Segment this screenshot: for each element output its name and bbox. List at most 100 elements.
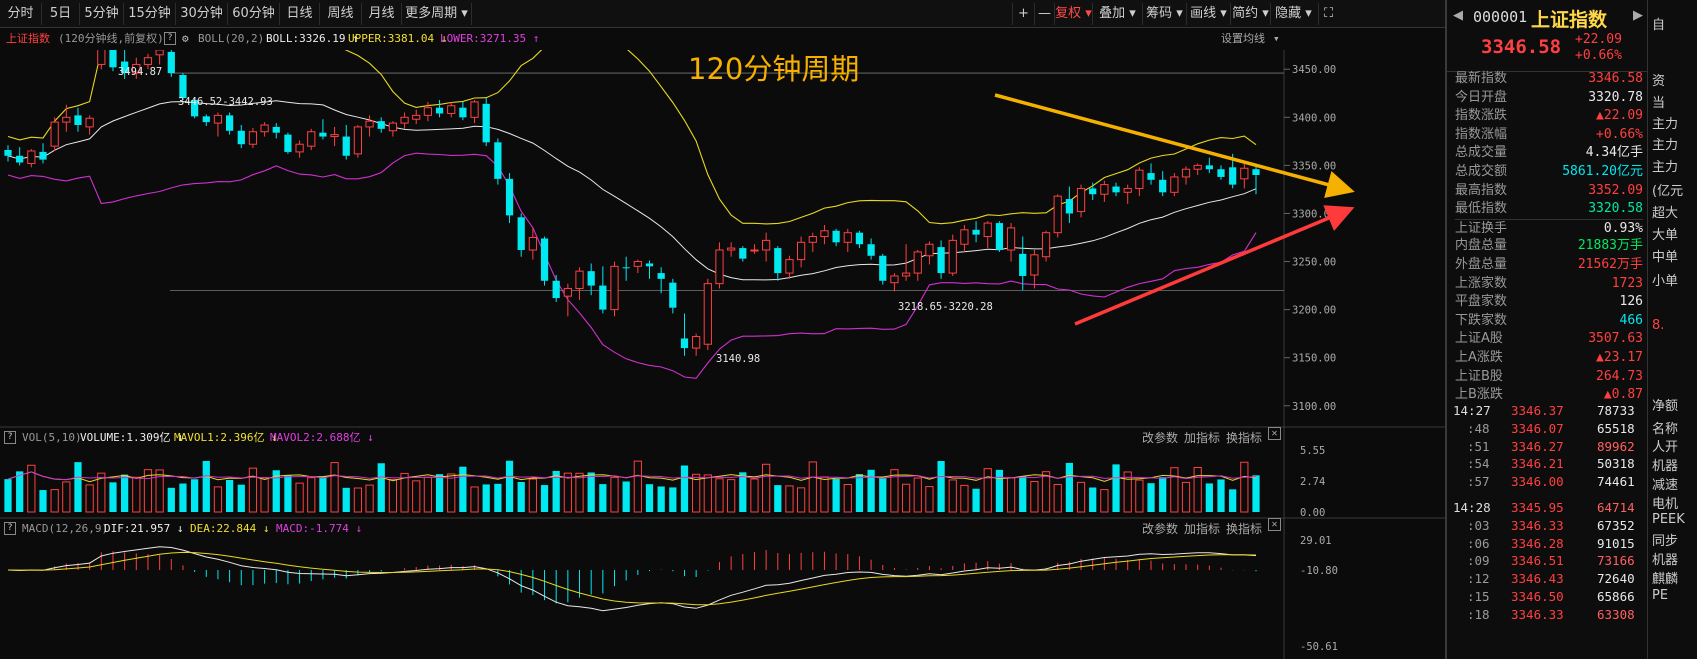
volume-bar (972, 488, 980, 512)
candle-body (109, 50, 117, 68)
help-icon[interactable]: ? (4, 522, 16, 535)
candle-body (459, 107, 467, 118)
gear-icon[interactable]: ⚙ (182, 32, 189, 45)
close-icon[interactable]: ✕ (1268, 427, 1281, 440)
volume-bar (365, 484, 374, 513)
volume-bar (1240, 461, 1249, 513)
volume-bar (1100, 489, 1109, 513)
macd-add-indicator-button[interactable]: 加指标 (1184, 522, 1221, 536)
candle-body (1252, 169, 1260, 175)
chevron-down-icon[interactable]: ▾ (1273, 32, 1280, 45)
candle-body (1100, 184, 1109, 195)
period-tab-0[interactable]: 分时 (0, 3, 42, 25)
volume-bar (400, 472, 409, 513)
tick-volume: 91015 (1597, 535, 1635, 551)
vol-param-button[interactable]: 改参数 (1142, 431, 1179, 445)
period-tab-5[interactable]: 60分钟 (228, 3, 280, 25)
period-tab-9[interactable]: 更多周期 ▾ (402, 3, 472, 25)
candle-body (1076, 187, 1086, 213)
tick-price: 3346.33 (1511, 606, 1564, 622)
toolbar-chips-button[interactable]: 筹码 ▾ (1142, 3, 1186, 25)
volume-bar (1019, 476, 1027, 512)
period-tab-8[interactable]: 月线 (362, 3, 402, 25)
toolbar-draw-button[interactable]: 画线 ▾ (1186, 3, 1230, 25)
candle-body (295, 143, 304, 153)
tick-price: 3346.28 (1511, 535, 1564, 551)
price-axis-label: 3200.00 (1292, 305, 1336, 317)
vol-header: ? VOL(5,10) VOLUME:1.309亿 ↓ MAVOL1:2.396… (0, 427, 1445, 449)
period-tab-3[interactable]: 15分钟 (124, 3, 176, 25)
candle-body (121, 61, 129, 74)
candle-body (260, 124, 269, 133)
candle-body (1041, 232, 1051, 258)
quote-header: ◀ 000001 上证指数 ▶ 3346.58 +22.09 +0.66% (1447, 0, 1647, 72)
help-icon[interactable]: ? (164, 32, 176, 45)
volume-bar (797, 487, 806, 513)
volume-bar (528, 478, 537, 513)
close-icon[interactable]: ✕ (1268, 518, 1281, 531)
volume-bar (143, 469, 153, 513)
toolbar-fuquan-button[interactable]: 复权 ▾ (1054, 3, 1092, 25)
boll-lower-line (7, 152, 1257, 379)
tick-volume: 73166 (1597, 553, 1635, 569)
stat-label: 总成交额 (1455, 164, 1508, 179)
tick-time: :15 (1467, 589, 1490, 604)
toolbar-simple-button[interactable]: 简约 ▾ (1230, 3, 1270, 25)
tick-time: :54 (1467, 456, 1490, 472)
help-icon[interactable]: ? (4, 431, 16, 444)
toolbar-overlay-button[interactable]: 叠加 ▾ (1092, 3, 1142, 25)
volume-bar (890, 469, 899, 513)
volume-bar (4, 479, 12, 512)
prev-arrow-icon[interactable]: ◀ (1453, 8, 1463, 23)
period-tab-2[interactable]: 5分钟 (80, 3, 124, 25)
stat-row: 最高指数 3352.09 (1455, 182, 1643, 200)
side-panel-text: 超大 (1652, 206, 1679, 221)
vol-axis-label: 5.55 (1300, 445, 1325, 457)
side-panel-text: 主力 (1652, 117, 1679, 132)
candle-body (179, 75, 187, 99)
expand-icon[interactable]: ⛶ (1318, 3, 1338, 25)
stat-row: 上证A股 3507.63 (1455, 330, 1643, 348)
volume-bar (330, 462, 339, 513)
tick-time: 14:28 (1453, 500, 1491, 515)
candle-body (762, 239, 771, 251)
period-tab-1[interactable]: 5日 (42, 3, 80, 25)
candle-body (669, 282, 677, 308)
candle-body (155, 50, 164, 56)
tick-time: :48 (1467, 420, 1490, 436)
side-panel-text: 中单 (1652, 250, 1679, 265)
candle-body (913, 251, 922, 274)
vol-add-indicator-button[interactable]: 加指标 (1184, 431, 1221, 445)
candle-body (167, 51, 175, 74)
side-panel-text: 同步 (1652, 534, 1679, 549)
macd-switch-indicator-button[interactable]: 换指标 (1226, 522, 1263, 536)
toolbar-plus-button[interactable]: + (1012, 3, 1034, 25)
volume-bar (191, 479, 199, 512)
volume-value: VOLUME:1.309亿 ↓ (80, 431, 184, 444)
toolbar-hide-button[interactable]: 隐藏 ▾ (1270, 3, 1316, 25)
candle-body (213, 114, 223, 124)
dif-value: DIF:21.957 ↓ (104, 522, 184, 535)
candle-body (1170, 176, 1179, 193)
toolbar-minus-button[interactable]: — (1034, 3, 1054, 25)
next-arrow-icon[interactable]: ▶ (1633, 8, 1643, 23)
stat-row: 平盘家数 126 (1455, 293, 1643, 311)
candle-body (739, 248, 747, 259)
period-tab-6[interactable]: 日线 (280, 3, 320, 25)
settings-ma-button[interactable]: 设置均线 (1221, 32, 1265, 45)
candle-body (16, 155, 24, 163)
price-annotation: 3446.52-3442.93 (178, 96, 273, 108)
candle-body (330, 134, 339, 138)
tick-row: 14:27 3346.37 78733 (1447, 402, 1647, 420)
macd-param-button[interactable]: 改参数 (1142, 522, 1179, 536)
candle-body (995, 223, 1004, 250)
overlay-title: 120分钟周期 (688, 52, 860, 86)
last-price: 3346.58 (1481, 36, 1562, 58)
volume-bar (447, 473, 456, 513)
vol-name: VOL(5,10) (22, 431, 82, 444)
period-tab-4[interactable]: 30分钟 (176, 3, 228, 25)
volume-bar (575, 472, 584, 513)
period-tab-7[interactable]: 周线 (320, 3, 362, 25)
candle-body (587, 271, 595, 286)
vol-switch-indicator-button[interactable]: 换指标 (1226, 431, 1263, 445)
